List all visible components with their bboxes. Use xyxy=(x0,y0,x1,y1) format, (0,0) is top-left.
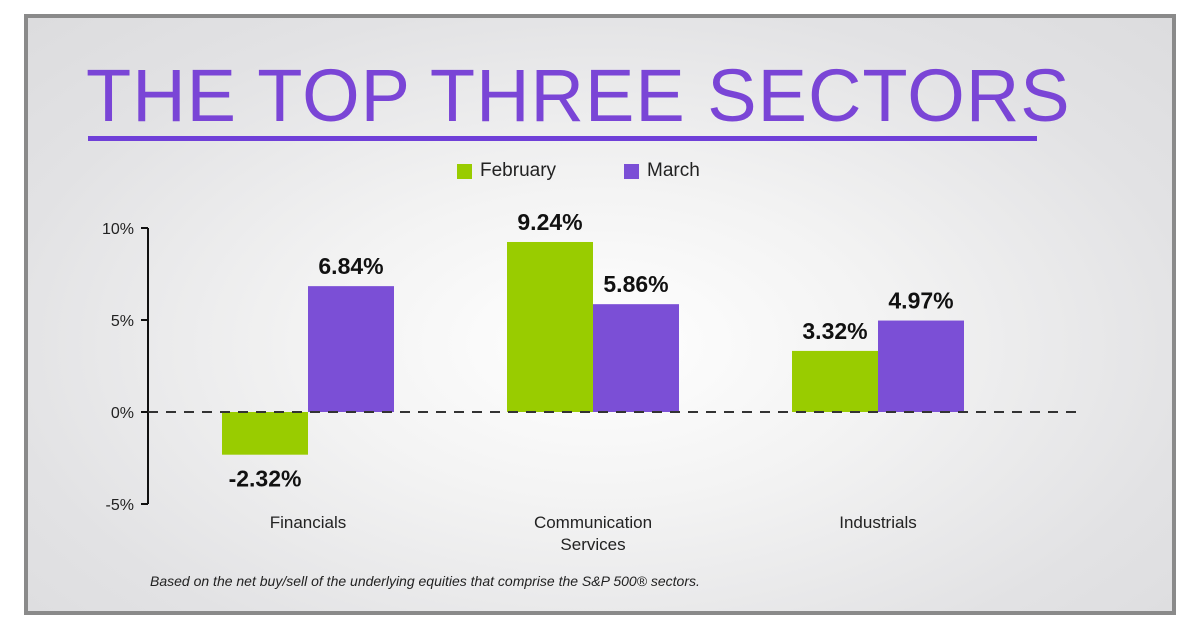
y-tick-label: 5% xyxy=(111,313,134,330)
y-tick-label: 0% xyxy=(111,405,134,422)
x-tick-label: Services xyxy=(560,535,625,554)
x-tick-label: Financials xyxy=(270,513,347,532)
bar-march xyxy=(593,304,679,412)
legend-swatch-march xyxy=(624,163,639,179)
bar-february xyxy=(222,412,308,455)
data-label: 6.84% xyxy=(318,253,383,279)
bar-march xyxy=(308,286,394,412)
legend-label-february: February xyxy=(480,160,557,181)
legend-label-march: March xyxy=(647,160,700,181)
bar-february xyxy=(507,241,593,412)
data-label: 3.32% xyxy=(802,318,867,344)
chart-title: THE TOP THREE SECTORS xyxy=(86,54,1071,137)
title-underline xyxy=(88,136,1037,141)
data-label: 9.24% xyxy=(517,209,582,235)
legend-item-march: March xyxy=(624,160,700,182)
legend-swatch-february xyxy=(457,163,472,179)
legend-item-february: February xyxy=(457,160,556,182)
data-label: 4.97% xyxy=(888,288,953,314)
bar-february xyxy=(792,350,878,412)
bar-march xyxy=(878,320,964,412)
x-tick-label: Industrials xyxy=(839,513,916,532)
y-tick-label: -5% xyxy=(106,497,134,514)
footnote: Based on the net buy/sell of the underly… xyxy=(150,573,700,589)
data-label: -2.32% xyxy=(229,466,302,492)
data-label: 5.86% xyxy=(603,271,668,297)
y-tick-label: 10% xyxy=(102,221,134,238)
x-tick-label: Communication xyxy=(534,513,652,532)
